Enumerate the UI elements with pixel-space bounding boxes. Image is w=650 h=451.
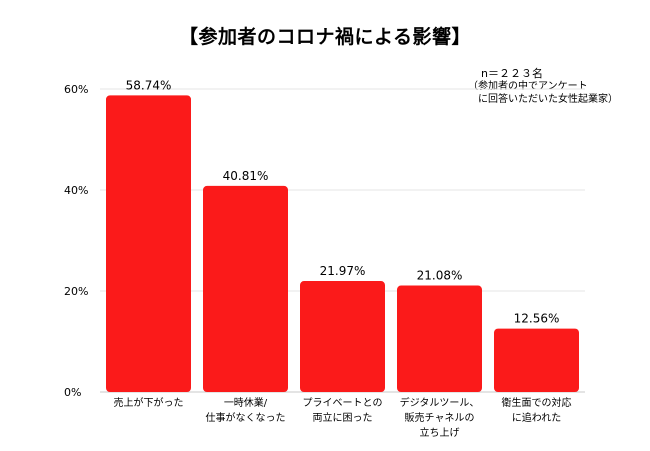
x-tick-label: 衛生面での対応 [502,396,572,409]
y-tick-label: 20% [64,285,88,298]
x-tick-label: デジタルツール、 [400,396,480,409]
bar [106,95,191,392]
x-tick-label: に追われた [512,411,562,424]
chart-title: 【参加者のコロナ禍による影響】 [179,26,471,48]
bar [494,328,579,392]
x-tick-label: 立ち上げ [420,426,460,439]
bar [300,281,385,392]
x-tick-label: 一時休業/ [224,396,268,409]
y-tick-label: 0% [64,386,81,399]
sample-size-note: n＝２２３名 [481,67,543,80]
respondent-note: （参加者の中でアンケート に回答いただいた女性起業家） [468,81,618,105]
y-tick-label: 40% [64,184,88,197]
data-label: 21.08% [417,269,463,283]
data-label: 12.56% [514,312,560,326]
bar [397,285,482,392]
bar [203,185,288,392]
data-label: 21.97% [320,264,366,278]
x-tick-label: 両立に困った [313,411,373,424]
x-tick-label: プライベートとの [303,397,383,409]
x-tick-label: 販売チャネルの [405,411,475,424]
data-label: 58.74% [126,78,172,92]
x-tick-label: 売上が下がった [114,396,184,409]
x-tick-label: 仕事がなくなった [206,411,286,424]
y-tick-label: 60% [64,83,88,96]
data-label: 40.81% [223,169,269,183]
